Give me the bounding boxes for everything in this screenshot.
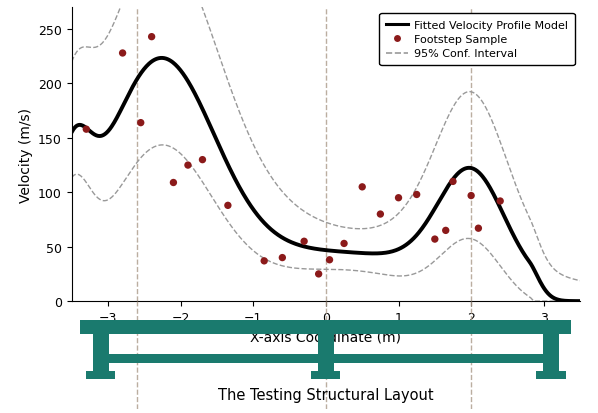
Point: [495, 198, 505, 205]
Point: [474, 225, 483, 232]
Point: [339, 240, 349, 247]
Bar: [81, 320, 571, 334]
Bar: [109, 355, 543, 363]
Bar: [318, 334, 334, 371]
Point: [300, 238, 309, 245]
Point: [412, 192, 422, 198]
Point: [393, 195, 403, 202]
X-axis label: X-axis Coordinate (m): X-axis Coordinate (m): [251, 330, 401, 344]
Point: [169, 180, 178, 186]
Point: [198, 157, 208, 164]
Point: [325, 257, 334, 263]
Point: [223, 202, 233, 209]
Point: [118, 50, 127, 57]
Point: [136, 120, 145, 127]
Bar: [86, 371, 115, 379]
Point: [430, 236, 440, 243]
Bar: [536, 371, 566, 379]
Y-axis label: Velocity (m/s): Velocity (m/s): [19, 107, 33, 202]
Point: [183, 162, 193, 169]
Point: [81, 126, 91, 133]
Legend: Fitted Velocity Profile Model, Footstep Sample, 95% Conf. Interval: Fitted Velocity Profile Model, Footstep …: [379, 14, 575, 66]
Text: The Testing Structural Layout: The Testing Structural Layout: [218, 387, 434, 402]
Point: [314, 271, 324, 278]
Point: [358, 184, 367, 191]
Bar: [93, 334, 109, 371]
Bar: [312, 371, 340, 379]
Point: [147, 34, 157, 41]
Point: [277, 255, 287, 261]
Bar: [543, 334, 559, 371]
Point: [448, 179, 458, 185]
Point: [376, 211, 385, 218]
Point: [441, 228, 450, 234]
Point: [260, 258, 269, 264]
Point: [466, 193, 476, 199]
